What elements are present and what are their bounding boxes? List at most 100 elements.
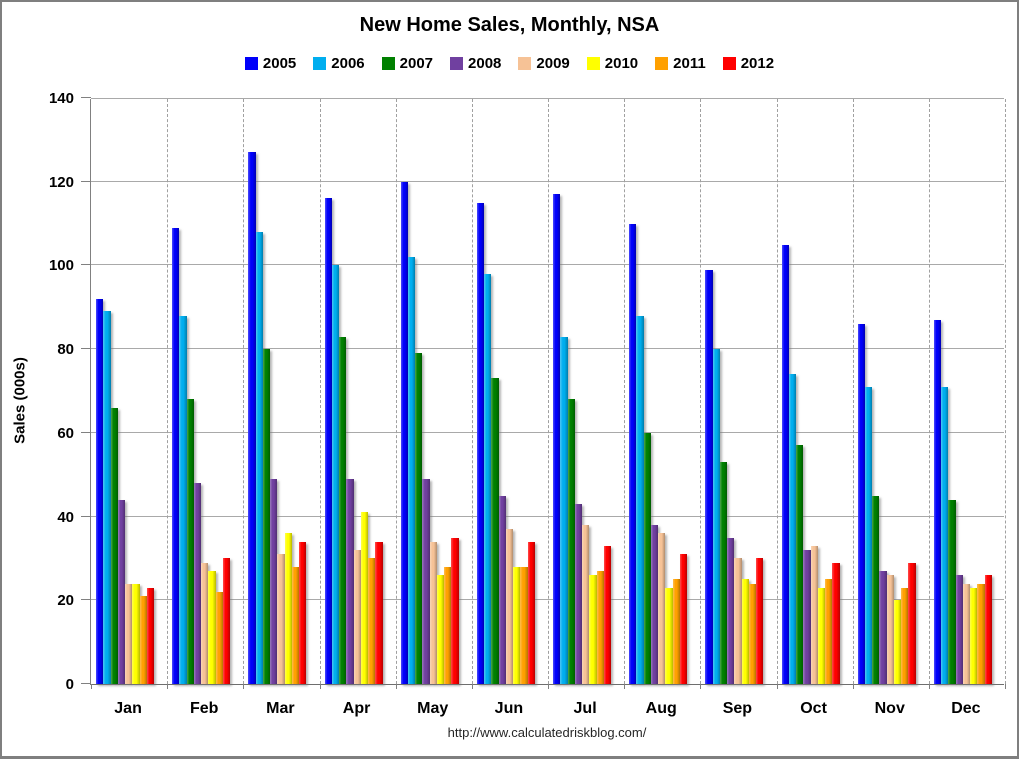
bar-2007-dec <box>948 499 956 684</box>
bar-2006-may <box>407 257 416 684</box>
legend-item-2006: 2006 <box>313 55 365 72</box>
category-separator <box>471 99 473 684</box>
bar-2005-nov <box>857 324 865 684</box>
bar-2007-mar <box>262 349 271 684</box>
legend-label-2005: 2005 <box>262 55 297 72</box>
bar-group-may <box>396 99 472 684</box>
bar-2010-apr <box>360 512 368 684</box>
bar-2005-jan <box>96 298 104 684</box>
y-tick-label: 0 <box>65 676 74 693</box>
bar-2008-may <box>422 478 430 684</box>
bar-2009-nov <box>886 575 894 684</box>
bar-2012-aug <box>679 554 688 684</box>
bar-2011-oct <box>825 579 833 684</box>
bar-2009-may <box>429 541 437 684</box>
bar-2008-nov <box>879 571 887 684</box>
legend-item-2012: 2012 <box>722 55 775 72</box>
gridline-120 <box>91 180 1004 182</box>
month-label-nov: Nov <box>874 700 905 717</box>
x-tick-mark <box>624 684 626 689</box>
bar-2009-oct <box>810 545 818 684</box>
legend-swatch-2008 <box>450 57 464 70</box>
bar-2008-sep <box>727 537 735 684</box>
y-tick-label: 20 <box>57 592 74 610</box>
month-label-feb: Feb <box>190 700 219 717</box>
bar-2007-oct <box>796 445 804 684</box>
month-label-dec: Dec <box>951 700 981 717</box>
bar-2012-dec <box>984 575 992 684</box>
bar-2008-dec <box>955 575 963 684</box>
bar-2005-mar <box>248 152 256 684</box>
x-tick-mark <box>548 684 549 689</box>
bar-group-apr <box>320 99 396 684</box>
bar-2006-jul <box>560 336 568 684</box>
legend-label-2008: 2008 <box>468 55 502 72</box>
y-tick-label: 120 <box>48 173 74 191</box>
bar-2012-may <box>451 537 459 684</box>
bar-2005-may <box>400 181 408 684</box>
legend-item-2011: 2011 <box>655 55 706 72</box>
month-label-jun: Jun <box>494 700 524 717</box>
gridline-80 <box>91 348 1004 350</box>
x-tick-mark <box>319 684 321 689</box>
bar-group-dec <box>929 99 1005 684</box>
bar-2011-sep <box>748 583 757 684</box>
source-url: http://www.calculatedriskblog.com/ <box>447 725 647 740</box>
bar-group-mar <box>243 99 319 684</box>
legend-item-2008: 2008 <box>450 55 501 72</box>
legend-label-2012: 2012 <box>740 55 775 72</box>
bar-2008-oct <box>803 550 811 684</box>
bar-2011-may <box>444 566 452 684</box>
bar-2011-nov <box>901 587 909 684</box>
legend-label-2009: 2009 <box>536 55 570 72</box>
gridline-140 <box>91 98 1004 99</box>
category-separator <box>243 99 245 684</box>
y-tick-mark <box>81 599 91 601</box>
bar-2006-dec <box>941 386 949 684</box>
y-tick-label: 100 <box>48 257 74 275</box>
bar-2006-jun <box>484 273 492 684</box>
bar-2011-dec <box>977 583 985 684</box>
bar-2006-nov <box>864 386 873 684</box>
bar-2005-feb <box>172 227 180 684</box>
month-label-mar: Mar <box>266 700 295 717</box>
bar-2007-aug <box>643 432 651 684</box>
bar-2007-jun <box>491 378 499 684</box>
bar-2006-jan <box>103 311 111 684</box>
y-tick-mark <box>81 431 91 433</box>
category-separator <box>700 99 702 684</box>
bar-2006-sep <box>712 349 720 684</box>
bar-2012-jan <box>146 587 154 684</box>
bar-2011-feb <box>215 591 223 684</box>
bar-2005-jul <box>553 194 561 684</box>
bar-2012-sep <box>756 558 764 684</box>
x-axis-labels: Jan Feb Mar Apr May Jun Jul Aug Sep Oct Nov Dec <box>90 700 1004 720</box>
y-axis-labels: 0 20 40 60 80 100 120 140 <box>2 90 78 693</box>
bar-2009-sep <box>734 558 742 684</box>
bar-2010-jul <box>589 575 597 684</box>
bar-2008-aug <box>650 524 659 684</box>
bar-2005-jun <box>476 202 485 684</box>
y-tick-mark <box>81 97 91 98</box>
y-tick-mark <box>81 264 91 266</box>
y-tick-label: 60 <box>57 424 74 442</box>
legend-item-2010: 2010 <box>586 55 638 72</box>
legend: 2005 2006 2007 2008 2009 2010 2011 2012 <box>2 55 1017 72</box>
y-tick-mark <box>81 180 91 182</box>
x-tick-mark <box>776 684 778 689</box>
bar-2007-feb <box>186 399 194 684</box>
bar-2011-apr <box>368 558 376 684</box>
category-separator <box>624 99 626 684</box>
bar-2011-mar <box>291 566 300 684</box>
x-tick-mark <box>852 684 854 689</box>
legend-label-2007: 2007 <box>399 55 434 72</box>
bar-2007-may <box>415 353 423 684</box>
bar-2010-may <box>436 575 445 684</box>
category-separator <box>852 99 854 684</box>
bar-2011-jan <box>139 596 147 684</box>
x-tick-mark <box>395 684 397 689</box>
bar-2012-jul <box>603 545 611 684</box>
x-tick-mark <box>1005 684 1006 689</box>
bar-2009-jan <box>125 583 133 684</box>
